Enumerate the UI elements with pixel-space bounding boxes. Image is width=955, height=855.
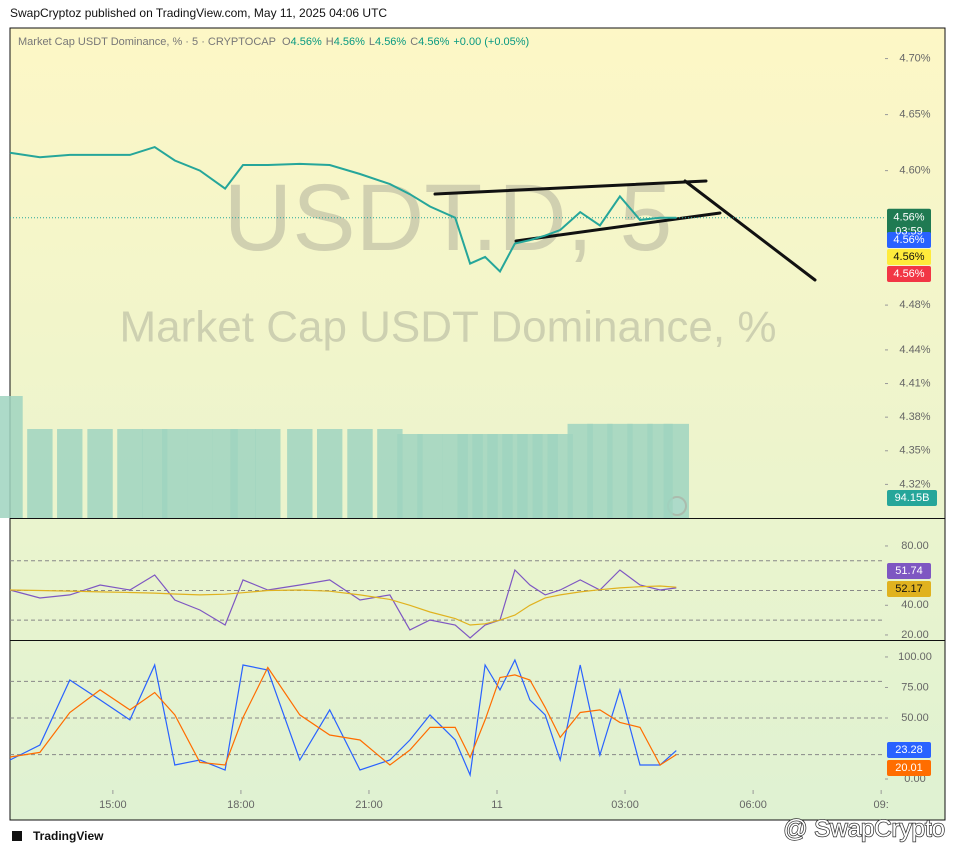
y-tick-label: 4.48% bbox=[899, 299, 930, 311]
price-label-box bbox=[887, 266, 931, 282]
last-value-label: 20.01 bbox=[895, 762, 923, 774]
volume-bar bbox=[663, 423, 689, 518]
y-tick-label: 75.00 bbox=[901, 681, 929, 693]
ohlc-key: H bbox=[326, 36, 334, 48]
volume-bar bbox=[162, 429, 188, 518]
last-value-box bbox=[887, 563, 931, 579]
x-tick-label: 09: bbox=[874, 799, 889, 811]
volume-bar bbox=[417, 434, 443, 518]
last-value-label: 23.28 bbox=[895, 744, 923, 756]
price-label: 4.56% bbox=[893, 234, 924, 246]
volume-bar bbox=[87, 429, 113, 518]
last-value-box bbox=[887, 760, 931, 776]
volume-bar bbox=[27, 429, 53, 518]
volume-bar bbox=[117, 429, 143, 518]
volume-bar bbox=[0, 396, 23, 518]
last-value-box bbox=[887, 581, 931, 597]
legend: Market Cap USDT Dominance, % · 5 · CRYPT… bbox=[18, 36, 529, 48]
change: +0.00 (+0.05%) bbox=[453, 36, 529, 48]
y-tick-label: 40.00 bbox=[901, 599, 929, 611]
y-tick-label: 4.60% bbox=[899, 165, 930, 177]
volume-label: 94.15B bbox=[895, 492, 930, 504]
price-label: 4.56% bbox=[893, 268, 924, 280]
ohlc-value: 4.56% bbox=[334, 36, 365, 48]
footer-brand: TradingView bbox=[33, 829, 104, 843]
volume-bar bbox=[347, 429, 373, 518]
y-tick-label: 4.70% bbox=[899, 52, 930, 64]
last-value-label: 51.74 bbox=[895, 565, 923, 577]
ohlc-value: 4.56% bbox=[418, 36, 449, 48]
volume-label-box bbox=[887, 490, 937, 506]
y-tick-label: 100.00 bbox=[898, 651, 932, 663]
y-tick-label: 4.44% bbox=[899, 344, 930, 356]
price-label-box bbox=[887, 249, 931, 265]
volume-bar bbox=[230, 429, 256, 518]
last-value-label: 52.17 bbox=[895, 583, 923, 595]
y-tick-label: 4.35% bbox=[899, 445, 930, 457]
volume-bar bbox=[316, 429, 343, 518]
price-label: 03:59 bbox=[895, 226, 923, 238]
ohlc-key: C bbox=[410, 36, 418, 48]
y-tick-label: 4.32% bbox=[899, 478, 930, 490]
footer-logo: TradingView bbox=[33, 829, 104, 843]
y-tick-label: 4.65% bbox=[899, 109, 930, 121]
chart-frame bbox=[9, 27, 946, 821]
ohlc-value: 4.56% bbox=[291, 36, 322, 48]
volume-bar bbox=[255, 429, 281, 518]
last-value-box bbox=[887, 742, 931, 758]
series-line bbox=[9, 666, 677, 766]
ohlc-key: O bbox=[282, 36, 291, 48]
volume-bar bbox=[57, 429, 83, 518]
y-tick-label: 4.41% bbox=[899, 377, 930, 389]
y-tick-label: 20.00 bbox=[901, 629, 929, 641]
legend-name: Market Cap USDT Dominance, % · 5 · CRYPT… bbox=[18, 36, 276, 48]
series-line bbox=[9, 585, 677, 626]
x-tick-label: 11 bbox=[491, 799, 502, 811]
x-tick-label: 18:00 bbox=[227, 799, 255, 811]
ohlc-key: L bbox=[369, 36, 375, 48]
price-label: 4.56% bbox=[893, 251, 924, 263]
ohlc-value: 4.56% bbox=[375, 36, 406, 48]
trendline bbox=[683, 179, 817, 282]
byline: SwapCryptoz published on TradingView.com… bbox=[10, 6, 387, 20]
price-label-box bbox=[887, 208, 931, 235]
watermark-name: Market Cap USDT Dominance, % bbox=[120, 303, 777, 352]
series-line bbox=[9, 146, 677, 274]
series-line bbox=[9, 658, 677, 778]
price-label: 4.56% bbox=[893, 212, 924, 224]
series-line bbox=[9, 568, 677, 639]
y-tick-label: 4.38% bbox=[899, 411, 930, 423]
x-tick-label: 06:00 bbox=[739, 799, 767, 811]
x-tick-label: 15:00 bbox=[99, 799, 127, 811]
x-tick-label: 03:00 bbox=[611, 799, 639, 811]
footer-watermark: @ SwapCrypto bbox=[783, 815, 945, 842]
x-tick-label: 21:00 bbox=[355, 799, 383, 811]
trendline bbox=[433, 179, 708, 196]
y-tick-label: 80.00 bbox=[901, 540, 929, 552]
volume-bar bbox=[287, 429, 313, 518]
y-tick-label: 50.00 bbox=[901, 712, 929, 724]
tv-logo bbox=[12, 831, 22, 841]
price-label-box bbox=[887, 232, 931, 248]
volume-bar bbox=[187, 429, 213, 518]
